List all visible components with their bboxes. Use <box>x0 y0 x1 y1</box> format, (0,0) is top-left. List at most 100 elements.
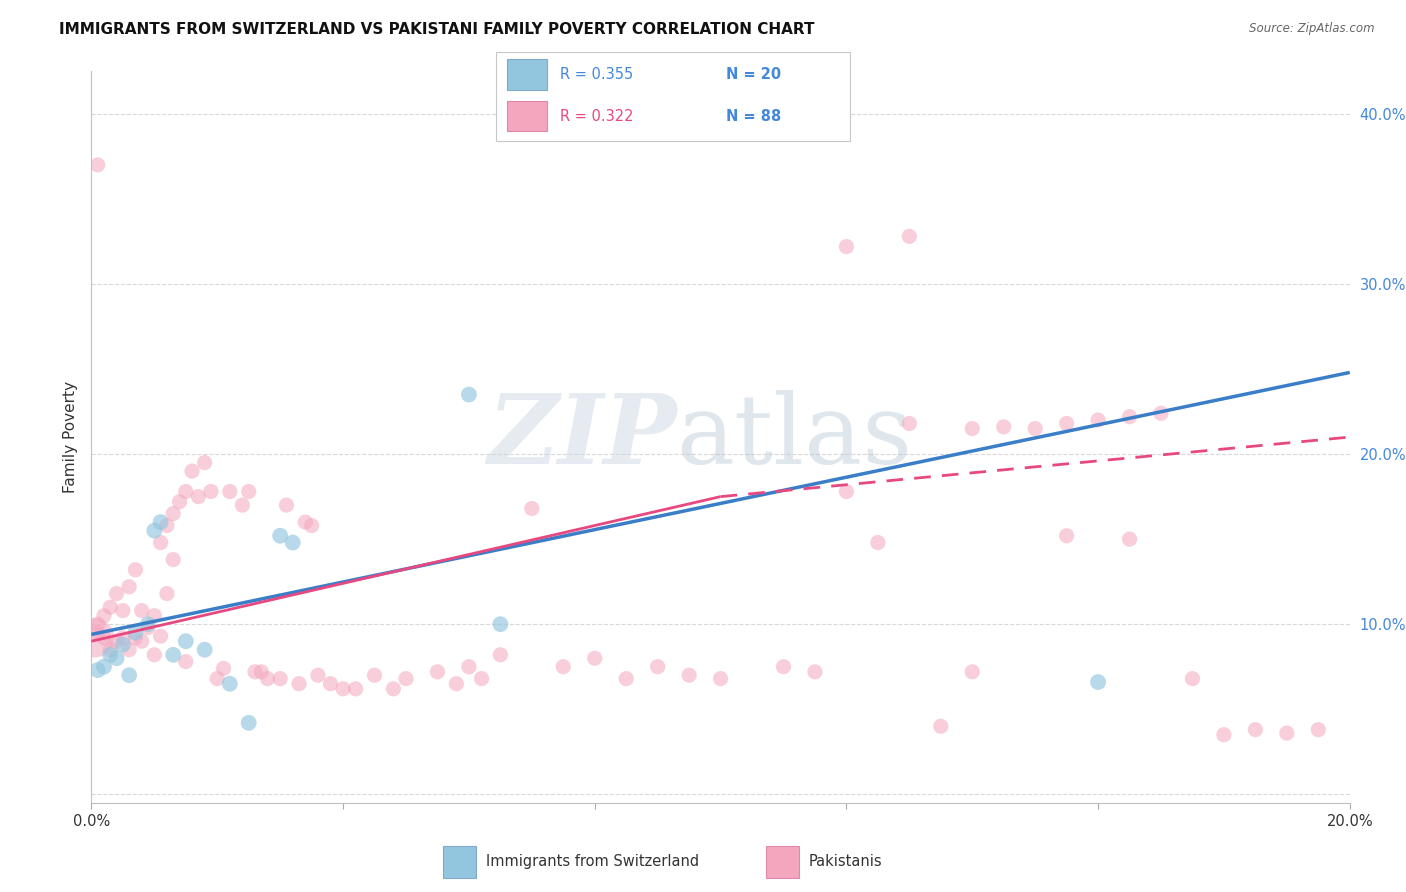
Point <box>962 421 984 435</box>
Point <box>269 529 291 543</box>
Point <box>1118 532 1140 546</box>
Point <box>218 677 240 691</box>
Point <box>363 668 385 682</box>
Point <box>678 668 700 682</box>
Point <box>200 484 222 499</box>
Point <box>256 672 278 686</box>
Text: ZIP: ZIP <box>486 390 676 484</box>
Point <box>1150 406 1173 420</box>
Point <box>174 634 197 648</box>
Point <box>1056 529 1078 543</box>
Point <box>205 672 228 686</box>
Bar <box>506 101 547 131</box>
Point <box>709 672 731 686</box>
Point <box>86 663 108 677</box>
Point <box>231 498 253 512</box>
Point <box>583 651 606 665</box>
Point <box>93 608 115 623</box>
Point <box>111 604 134 618</box>
Point <box>647 659 669 673</box>
Point <box>1024 421 1046 435</box>
Point <box>1308 723 1330 737</box>
Point <box>218 484 240 499</box>
Point <box>614 672 637 686</box>
Point <box>520 501 543 516</box>
Point <box>772 659 794 673</box>
Point <box>835 484 858 499</box>
Point <box>470 672 492 686</box>
Point <box>86 617 108 632</box>
Point <box>118 580 141 594</box>
Point <box>898 229 921 244</box>
Point <box>136 617 159 632</box>
Point <box>269 672 291 686</box>
Point <box>149 535 172 549</box>
Point <box>124 631 146 645</box>
Point <box>93 659 115 673</box>
Point <box>553 659 575 673</box>
Point <box>83 631 105 645</box>
Point <box>149 629 172 643</box>
Text: N = 88: N = 88 <box>725 109 782 123</box>
Point <box>174 484 197 499</box>
Point <box>181 464 204 478</box>
Point <box>131 604 153 618</box>
Text: Immigrants from Switzerland: Immigrants from Switzerland <box>485 855 699 869</box>
Point <box>1118 409 1140 424</box>
Point <box>929 719 952 733</box>
Point <box>162 507 184 521</box>
Point <box>1181 672 1204 686</box>
Point <box>187 490 209 504</box>
Point <box>457 387 479 401</box>
Point <box>307 668 329 682</box>
Point <box>212 661 235 675</box>
Point <box>98 648 121 662</box>
Bar <box>506 60 547 90</box>
Point <box>489 648 512 662</box>
Point <box>98 642 121 657</box>
Point <box>86 158 108 172</box>
Point <box>143 524 166 538</box>
Point <box>1087 675 1109 690</box>
Point <box>962 665 984 679</box>
Text: Source: ZipAtlas.com: Source: ZipAtlas.com <box>1250 22 1375 36</box>
Point <box>835 239 858 253</box>
Point <box>149 515 172 529</box>
Point <box>1212 728 1236 742</box>
Point <box>143 608 166 623</box>
Point <box>194 642 217 657</box>
Point <box>395 672 418 686</box>
Point <box>866 535 889 549</box>
Text: N = 20: N = 20 <box>725 67 782 82</box>
Point <box>156 586 179 600</box>
Point <box>276 498 298 512</box>
Point <box>238 715 260 730</box>
Point <box>105 634 128 648</box>
Point <box>143 648 166 662</box>
Point <box>1056 417 1078 431</box>
Point <box>124 625 146 640</box>
Point <box>131 634 153 648</box>
Point <box>457 659 479 673</box>
Point <box>1087 413 1109 427</box>
Point <box>111 638 134 652</box>
Point <box>162 648 184 662</box>
Point <box>288 677 311 691</box>
Text: R = 0.322: R = 0.322 <box>560 109 633 123</box>
Y-axis label: Family Poverty: Family Poverty <box>62 381 77 493</box>
Point <box>344 681 367 696</box>
Text: R = 0.355: R = 0.355 <box>560 67 633 82</box>
Point <box>86 625 108 640</box>
Point <box>250 665 273 679</box>
Point <box>111 631 134 645</box>
Point <box>98 600 121 615</box>
Point <box>118 642 141 657</box>
Point <box>118 668 141 682</box>
Text: atlas: atlas <box>676 390 912 484</box>
Point <box>174 655 197 669</box>
Text: IMMIGRANTS FROM SWITZERLAND VS PAKISTANI FAMILY POVERTY CORRELATION CHART: IMMIGRANTS FROM SWITZERLAND VS PAKISTANI… <box>59 22 814 37</box>
Point <box>169 494 191 508</box>
Point <box>319 677 342 691</box>
FancyBboxPatch shape <box>496 52 851 141</box>
Point <box>93 631 115 645</box>
